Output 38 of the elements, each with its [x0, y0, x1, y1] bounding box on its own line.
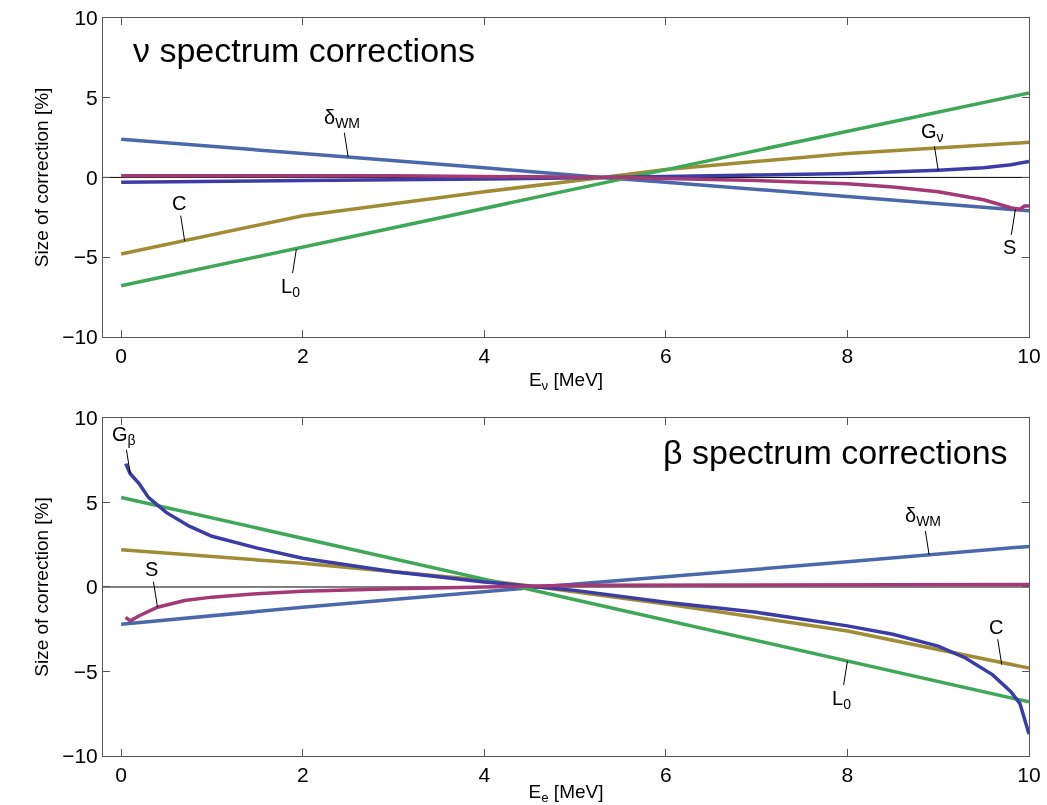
x-tick-label: 6	[660, 763, 672, 787]
x-tick-label: 0	[115, 344, 127, 368]
y-axis-title: Size of correction [%]	[31, 497, 53, 677]
x-tick-label: 0	[115, 763, 127, 787]
x-tick-label: 6	[660, 344, 672, 368]
x-tick-label: 2	[296, 344, 309, 368]
x-tick-label: 10	[1017, 344, 1041, 368]
y-tick-label: 0	[86, 165, 98, 189]
x-axis-title: E$_{e}$ [MeV]	[528, 781, 604, 805]
annotation: S	[145, 558, 159, 580]
x-tick-label: 2	[296, 763, 309, 787]
x-tick-label: 4	[478, 763, 491, 787]
x-tick-label: 4	[478, 344, 491, 368]
annotation: G$_{β}$	[112, 423, 136, 449]
y-tick-label: 5	[86, 86, 98, 110]
annotation: L$_{0}$	[281, 275, 301, 301]
y-tick-label: −10	[62, 744, 98, 768]
annotation: L$_{0}$	[832, 687, 852, 713]
annotation: δ$_{WM}$	[324, 106, 361, 132]
y-tick-label: 10	[74, 6, 98, 30]
annotation: G$_{ν}$	[921, 120, 944, 146]
chart-title: ν spectrum corrections	[133, 31, 475, 69]
annotation: C	[172, 192, 187, 214]
x-tick-label: 8	[841, 763, 854, 787]
text: β spectrum corrections	[663, 433, 1008, 471]
x-axis-title: E$_{ν}$ [MeV]	[528, 368, 604, 393]
y-tick-label: −10	[62, 325, 98, 349]
x-tick-label: 8	[841, 344, 854, 368]
annotation: S	[1003, 236, 1017, 258]
y-tick-label: −5	[73, 245, 98, 269]
annotation: C	[989, 616, 1004, 638]
y-tick-label: 5	[86, 490, 98, 514]
y-tick-label: 0	[86, 575, 98, 599]
annotation: δ$_{WM}$	[905, 504, 942, 530]
y-axis-title: Size of correction [%]	[31, 87, 53, 268]
x-tick-label: 10	[1017, 763, 1041, 787]
y-tick-label: −5	[73, 659, 98, 683]
y-tick-label: 10	[74, 406, 98, 430]
